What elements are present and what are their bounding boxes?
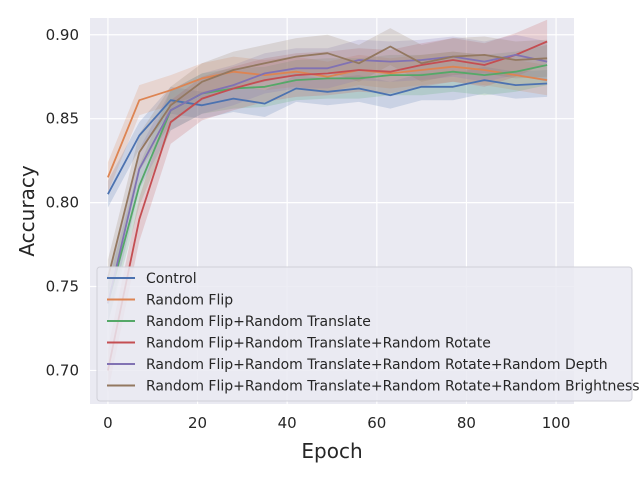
y-axis-label: Accuracy bbox=[15, 165, 39, 256]
x-tick-label: 100 bbox=[542, 414, 571, 432]
series-band bbox=[107, 19, 548, 393]
series-lines bbox=[107, 40, 548, 371]
series-line bbox=[107, 45, 548, 279]
y-tick-label: 0.90 bbox=[46, 26, 79, 44]
x-tick-label: 20 bbox=[188, 414, 207, 432]
y-tick-label: 0.85 bbox=[46, 110, 79, 128]
x-tick-label: 60 bbox=[367, 414, 386, 432]
series-line bbox=[107, 65, 548, 178]
legend-entry-label: Control bbox=[146, 271, 197, 287]
series-band bbox=[107, 34, 548, 324]
legend-entry-label: Random Flip+Random Translate+Random Rota… bbox=[146, 379, 640, 395]
series-band bbox=[107, 28, 548, 297]
legend-frame bbox=[96, 266, 633, 402]
legend-entry-label: Random Flip+Random Translate bbox=[146, 314, 371, 330]
tick-labels: 0 20 40 60 80 100 0.70 0.75 0.80 0.85 0.90 bbox=[46, 26, 571, 432]
legend-entry-label: Random Flip+Random Translate+Random Rota… bbox=[146, 336, 491, 352]
x-axis-label: Epoch bbox=[301, 439, 362, 463]
series-band bbox=[107, 51, 548, 193]
y-tick-label: 0.75 bbox=[46, 278, 79, 296]
series-line bbox=[107, 79, 548, 195]
y-tick-label: 0.70 bbox=[46, 361, 79, 379]
legend-entry-label: Random Flip bbox=[146, 293, 233, 309]
legend: Control Random Flip Random Flip+Random Tra… bbox=[96, 266, 640, 402]
y-tick-label: 0.80 bbox=[46, 194, 79, 212]
series-line bbox=[107, 54, 548, 304]
legend-entry-label: Random Flip+Random Translate+Random Rota… bbox=[146, 357, 608, 373]
x-tick-label: 80 bbox=[457, 414, 476, 432]
x-tick-label: 40 bbox=[278, 414, 297, 432]
x-tick-label: 0 bbox=[103, 414, 113, 432]
series-line bbox=[107, 40, 548, 371]
